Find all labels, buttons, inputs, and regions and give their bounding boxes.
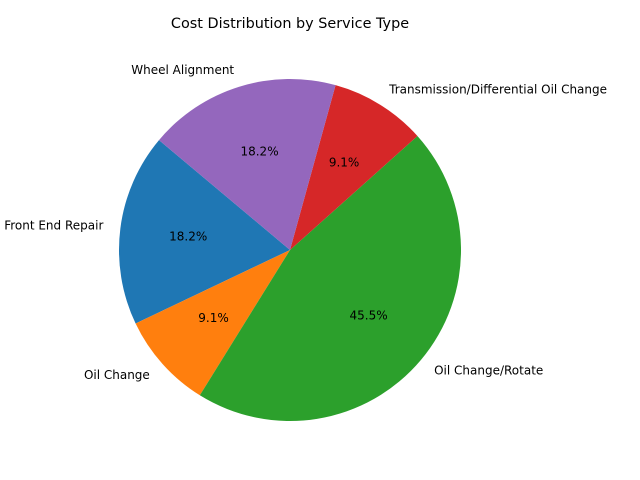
pie-slices [119, 79, 462, 422]
pie-slice-oil-change [135, 250, 290, 396]
pie-slice-front-end-repair [119, 140, 290, 324]
chart-title: Cost Distribution by Service Type [171, 16, 409, 32]
pie-slice-wheel-alignment [159, 79, 336, 251]
pct-label-front-end-repair: 18.2% [169, 230, 207, 244]
slice-label-transmission-differential-oil-change: Transmission/Differential Oil Change [388, 83, 607, 97]
pct-label-oil-change-rotate: 45.5% [350, 308, 388, 322]
pie-labels: Front End Repair 18.2% Oil Change 9.1% Oil C… [4, 63, 607, 382]
slice-label-oil-change-rotate: Oil Change/Rotate [434, 363, 543, 377]
slice-label-wheel-alignment: Wheel Alignment [131, 63, 234, 77]
pie-slice-transmission-differential-oil-change [290, 85, 418, 251]
pct-label-oil-change: 9.1% [198, 311, 229, 325]
pct-label-wheel-alignment: 18.2% [240, 145, 278, 159]
slice-label-front-end-repair: Front End Repair [4, 219, 103, 233]
slice-label-oil-change: Oil Change [84, 368, 150, 382]
pct-label-transmission-differential-oil-change: 9.1% [329, 155, 360, 169]
pie-slice-oil-change-rotate [199, 135, 462, 422]
